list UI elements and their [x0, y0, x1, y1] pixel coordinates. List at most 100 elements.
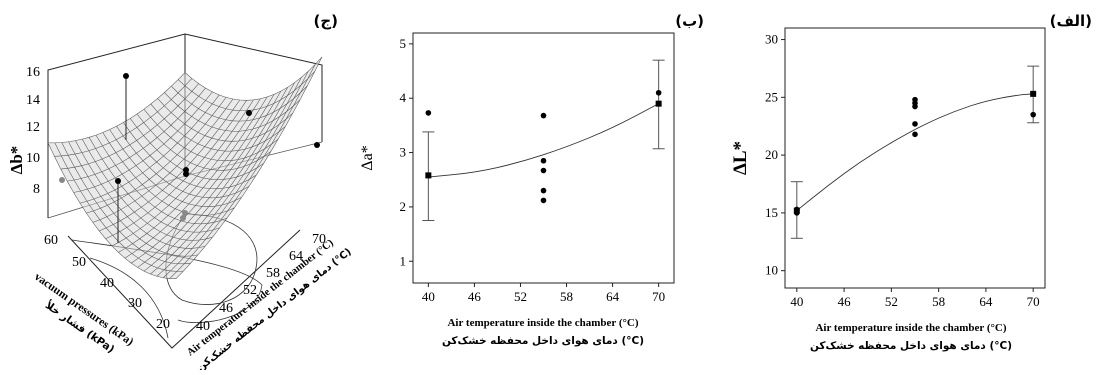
- x-tick-label: 64: [979, 294, 993, 309]
- y-tick-label: 30: [765, 32, 778, 47]
- surface-grid-line: [111, 99, 254, 247]
- temperature-tick-label: 58: [266, 266, 280, 281]
- x-axis: 40 46 52 58 64 70: [790, 288, 1040, 309]
- surface-grid-line: [163, 71, 309, 278]
- data-point: [540, 187, 547, 194]
- mean-markers: [425, 100, 662, 179]
- x-axis-label-fa: دمای هوای داخل محفظه خشک‌کن (°C): [810, 340, 1012, 352]
- mean-marker: [793, 207, 800, 214]
- pressure-tick-label: 40: [100, 276, 114, 291]
- surface-plot-floor-front: [67, 229, 301, 349]
- z-tick-label: 8: [33, 182, 40, 197]
- surface-grid-line: [169, 64, 316, 279]
- z-tick-label: 16: [26, 65, 40, 80]
- surface-grid-line: [73, 91, 213, 193]
- temperature-tick-label: 46: [219, 301, 233, 316]
- surface-grid-line: [92, 98, 234, 223]
- surface-grid-line: [47, 72, 186, 144]
- temperature-tick-label: 64: [289, 249, 303, 264]
- data-point: [912, 131, 918, 138]
- z-tick-label: 14: [26, 93, 40, 108]
- delta-l-panel: 10 15 20 25 30 40 46 52 58 64 70 ΔL* Air temperat…: [730, 12, 1092, 352]
- surface-grid-line: [137, 90, 282, 268]
- observed-points: [425, 89, 662, 204]
- x-tick-label: 52: [514, 289, 527, 304]
- design-point: [180, 215, 186, 221]
- x-tick-label: 58: [932, 294, 945, 309]
- surface-grid-line: [67, 87, 206, 182]
- surface-grid-line: [105, 100, 247, 240]
- z-axis-label: Δb*: [7, 146, 26, 175]
- panel-label: (الف): [1050, 12, 1092, 30]
- design-point: [115, 178, 121, 184]
- surface-grid-line: [150, 82, 295, 275]
- x-tick-label: 52: [885, 294, 898, 309]
- surface-design-points: [59, 73, 320, 243]
- panel-label: (ج): [313, 12, 338, 30]
- temperature-axis: 40 46 52 58 64 70 Air temperature inside…: [185, 232, 353, 374]
- observed-points: [794, 96, 1036, 216]
- surface-grid-line: [131, 94, 275, 264]
- design-point: [314, 142, 320, 148]
- surface-grid-line: [124, 96, 268, 259]
- error-bars: [422, 59, 665, 221]
- y-tick-label: 25: [765, 89, 778, 104]
- surface-plot-panel: 8 10 12 14 16 Δb* 60 50 40 30 20 vacuum …: [7, 12, 354, 374]
- x-tick-label: 40: [790, 294, 803, 309]
- pressure-tick-label: 30: [128, 296, 142, 311]
- mean-marker: [1030, 90, 1037, 97]
- x-axis: 40 46 52 58 64 70: [422, 283, 665, 304]
- mean-markers: [793, 90, 1037, 214]
- y-tick-label: 4: [400, 90, 407, 105]
- x-axis-label-en: Air temperature inside the chamber (°C): [447, 317, 638, 329]
- x-tick-label: 46: [838, 294, 852, 309]
- plot-frame: [412, 32, 675, 284]
- surface-grid-line: [86, 97, 227, 214]
- fit-curve: [796, 93, 1034, 211]
- design-point: [182, 210, 188, 216]
- design-point: [183, 171, 189, 177]
- surface-grid-line: [54, 78, 193, 157]
- y-tick-label: 15: [765, 205, 778, 220]
- surface-grid-line: [156, 77, 302, 277]
- temperature-tick-label: 52: [243, 283, 257, 298]
- x-tick-label: 46: [468, 289, 482, 304]
- fit-curve: [428, 103, 659, 178]
- data-point: [912, 103, 918, 110]
- data-point: [540, 197, 547, 204]
- pressure-tick-label: 50: [72, 255, 86, 270]
- design-point: [123, 73, 129, 79]
- temperature-tick-label: 40: [196, 319, 210, 334]
- data-point: [425, 110, 432, 116]
- y-tick-label: 3: [400, 145, 407, 160]
- surface-grid-line: [175, 56, 323, 279]
- data-point: [655, 89, 662, 96]
- x-axis-label-fa: دمای هوای داخل محفظه خشک‌کن (°C): [442, 335, 644, 347]
- pressure-tick-label: 20: [156, 317, 170, 332]
- z-axis: 8 10 12 14 16 Δb*: [7, 65, 40, 197]
- surface-grid-line: [60, 83, 199, 170]
- y-axis: 1 2 3 4 5: [400, 36, 413, 268]
- x-tick-label: 70: [1027, 294, 1040, 309]
- plot-frame: [784, 27, 1046, 289]
- z-tick-label: 12: [26, 120, 40, 135]
- surface-grid-line: [118, 98, 261, 253]
- y-tick-label: 10: [765, 263, 778, 278]
- surface-grid-line: [79, 94, 220, 204]
- pressure-tick-label: 60: [44, 233, 58, 248]
- data-point: [540, 167, 547, 174]
- design-point: [59, 177, 65, 183]
- data-point: [540, 112, 547, 119]
- y-tick-label: 20: [765, 147, 778, 162]
- x-tick-label: 64: [606, 289, 620, 304]
- x-tick-label: 40: [422, 289, 435, 304]
- surface-grid-line: [99, 99, 241, 232]
- temperature-tick-label: 70: [312, 232, 326, 247]
- delta-a-panel: 1 2 3 4 5 40 46 52 58 64 70 Δa* Air temperature i…: [359, 12, 704, 347]
- data-point: [540, 157, 547, 164]
- mean-marker: [655, 100, 662, 107]
- y-tick-label: 1: [400, 253, 407, 268]
- y-axis: 10 15 20 25 30: [765, 32, 785, 278]
- floor-contour: [89, 257, 169, 339]
- y-tick-label: 5: [400, 36, 407, 51]
